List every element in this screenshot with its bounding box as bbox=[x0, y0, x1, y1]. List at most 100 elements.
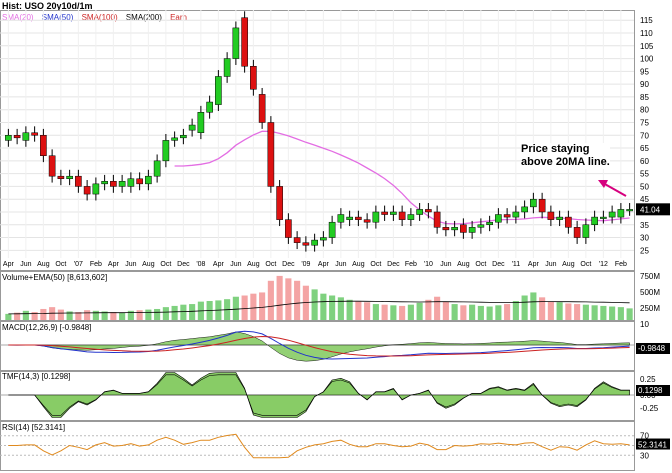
volume-bar bbox=[460, 305, 467, 320]
y-tick-label: 115 bbox=[640, 16, 653, 25]
candle-body bbox=[346, 216, 353, 220]
volume-bar bbox=[171, 305, 178, 320]
macd-signal-line bbox=[8, 335, 630, 357]
rsi-value-label: 52.3141 bbox=[638, 441, 667, 450]
x-tick-label: '12 bbox=[599, 261, 608, 268]
x-tick-label: Dec bbox=[177, 261, 190, 268]
y-tick-label: 50 bbox=[640, 182, 649, 191]
x-tick-label: Oct bbox=[580, 261, 591, 268]
volume-bar bbox=[180, 304, 187, 320]
y-tick-label: 55 bbox=[640, 170, 649, 179]
volume-bar bbox=[276, 275, 283, 320]
y-tick-label: 25 bbox=[640, 246, 649, 255]
candle-body bbox=[433, 211, 441, 228]
candle-body bbox=[495, 214, 502, 223]
candle-body bbox=[241, 17, 248, 67]
volume-bar bbox=[119, 312, 126, 320]
volume-axis-label: 750M bbox=[640, 272, 660, 281]
volume-bar bbox=[232, 296, 239, 320]
y-tick-label: 110 bbox=[640, 29, 653, 38]
volume-bar bbox=[530, 292, 537, 320]
candle-body bbox=[101, 181, 108, 185]
volume-bar bbox=[609, 306, 616, 320]
candle-body bbox=[180, 135, 187, 139]
x-tick-label: Oct bbox=[55, 261, 66, 268]
volume-bar bbox=[110, 312, 117, 320]
annotation-text: Price staying above 20MA line. bbox=[521, 143, 610, 169]
candle-body bbox=[600, 216, 607, 219]
x-tick-label: '11 bbox=[512, 261, 521, 268]
candle-body bbox=[188, 124, 196, 131]
tmf-axis-label: -0.25 bbox=[640, 404, 659, 413]
candle-body bbox=[127, 178, 135, 187]
y-tick-label: 85 bbox=[640, 93, 649, 102]
x-tick-label: '08 bbox=[196, 261, 205, 268]
candle-body bbox=[328, 221, 336, 238]
candle-body bbox=[110, 181, 117, 187]
volume-ema-line bbox=[8, 300, 630, 315]
candle-body bbox=[626, 209, 633, 212]
legend-sma50: SMA(50) bbox=[41, 13, 74, 22]
candle-body bbox=[232, 27, 240, 59]
volume-bar bbox=[311, 289, 318, 320]
candle-body bbox=[381, 211, 388, 215]
y-tick-label: 60 bbox=[640, 157, 649, 166]
candle-body bbox=[398, 211, 406, 220]
candle-body bbox=[66, 175, 73, 179]
annotation-line-1: Price staying bbox=[521, 143, 590, 155]
volume-bar bbox=[600, 305, 607, 320]
volume-bar bbox=[416, 302, 423, 320]
x-tick-label: Aug bbox=[457, 261, 470, 268]
candle-body bbox=[355, 216, 362, 220]
volume-bar bbox=[66, 311, 73, 320]
volume-axis-label: 500M bbox=[640, 288, 660, 297]
candle-body bbox=[460, 224, 467, 233]
candle-body bbox=[547, 211, 555, 220]
y-tick-label: 80 bbox=[640, 106, 649, 115]
volume-bar bbox=[477, 305, 484, 320]
candle-body bbox=[477, 224, 485, 228]
x-tick-label: Jun bbox=[20, 261, 31, 268]
volume-bar bbox=[127, 310, 134, 320]
volume-bar bbox=[136, 310, 143, 320]
volume-bar bbox=[407, 304, 414, 320]
volume-bar bbox=[390, 305, 397, 320]
candle-body bbox=[92, 183, 100, 195]
x-tick-label: Apr bbox=[3, 261, 15, 268]
legend-sma20: SMA(20) bbox=[2, 13, 34, 22]
rsi-panel-label: RSI(14) [52.3141] bbox=[2, 423, 66, 432]
candle-body bbox=[608, 211, 616, 218]
volume-bar bbox=[434, 296, 441, 320]
y-tick-label: 90 bbox=[640, 80, 649, 89]
candle-body bbox=[83, 186, 91, 195]
volume-bar bbox=[154, 308, 161, 320]
volume-bar bbox=[372, 304, 379, 320]
volume-bar bbox=[5, 313, 12, 320]
y-tick-label: 95 bbox=[640, 67, 649, 76]
rsi-value-badge bbox=[636, 438, 670, 450]
candle-body bbox=[223, 58, 231, 77]
volume-bar bbox=[40, 308, 47, 320]
volume-bar bbox=[329, 295, 336, 320]
volume-bar bbox=[241, 295, 248, 320]
annotation-arrowhead bbox=[598, 180, 608, 188]
tmf-panel-label: TMF(14,3) [0.1298] bbox=[2, 372, 71, 381]
x-tick-label: Jun bbox=[440, 261, 451, 268]
macd-histogram bbox=[8, 331, 630, 362]
candle-body bbox=[285, 219, 292, 238]
candle-body bbox=[320, 237, 327, 241]
candle-body bbox=[136, 178, 143, 185]
candle-body bbox=[521, 206, 528, 213]
last-price-label: 41.04 bbox=[640, 205, 661, 214]
candle-body bbox=[250, 65, 257, 90]
x-tick-label: Dec bbox=[492, 261, 505, 268]
x-tick-label: Oct bbox=[160, 261, 171, 268]
volume-bar bbox=[57, 309, 64, 320]
candle-body bbox=[22, 132, 30, 141]
x-tick-label: Jun bbox=[230, 261, 241, 268]
volume-panel-label: Volume+EMA(50) [8,613,602] bbox=[2, 273, 108, 282]
volume-bar bbox=[101, 311, 108, 320]
macd-line bbox=[8, 330, 630, 360]
volume-bar bbox=[539, 297, 546, 320]
